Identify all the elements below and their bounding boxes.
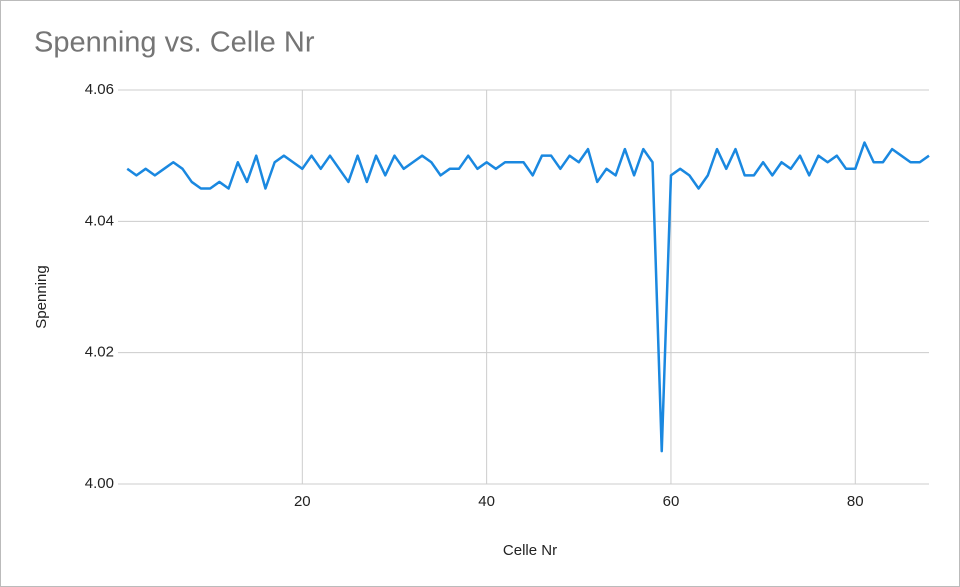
y-axis-label: Spenning — [33, 265, 50, 328]
data-line — [126, 141, 930, 453]
chart-title: Spenning vs. Celle Nr — [34, 27, 315, 59]
x-tick-label: 60 — [663, 493, 680, 510]
x-tick-label: 20 — [294, 493, 311, 510]
y-tick-label: 4.04 — [85, 212, 114, 229]
y-tick-label: 4.02 — [85, 344, 114, 361]
x-tick-label: 80 — [847, 493, 864, 510]
x-tick-label: 40 — [478, 493, 495, 510]
y-tick-label: 4.00 — [85, 475, 114, 492]
x-axis-label: Celle Nr — [503, 542, 557, 559]
y-tick-label: 4.06 — [85, 81, 114, 98]
